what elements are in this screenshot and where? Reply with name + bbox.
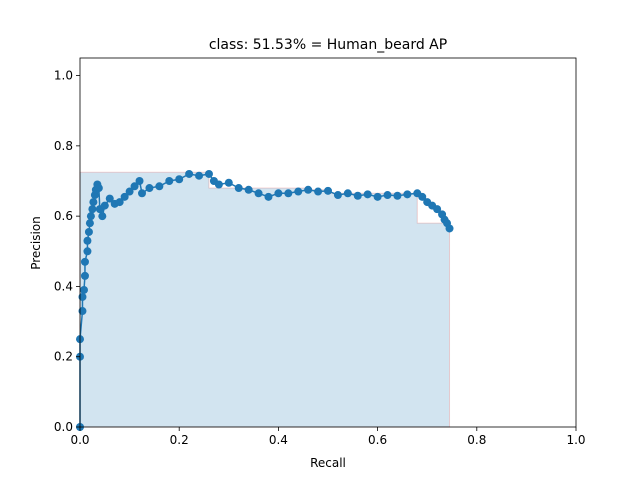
x-tick-label: 0.0 bbox=[70, 433, 89, 447]
x-tick-label: 0.2 bbox=[170, 433, 189, 447]
pr-point bbox=[83, 247, 92, 256]
pr-point bbox=[418, 192, 427, 201]
pr-point bbox=[373, 192, 382, 201]
pr-point bbox=[115, 198, 124, 207]
pr-point bbox=[304, 185, 313, 194]
pr-point bbox=[445, 224, 454, 233]
pr-point bbox=[264, 192, 273, 201]
pr-point bbox=[333, 191, 342, 200]
pr-point bbox=[100, 201, 109, 210]
pr-point bbox=[195, 171, 204, 180]
pr-point bbox=[274, 189, 283, 198]
pr-point bbox=[383, 191, 392, 200]
pr-point bbox=[393, 191, 402, 200]
pr-point bbox=[85, 219, 94, 228]
pr-point bbox=[98, 212, 107, 221]
pr-point bbox=[83, 236, 92, 245]
pr-point bbox=[120, 192, 129, 201]
pr-point bbox=[314, 187, 323, 196]
pr-point bbox=[185, 169, 194, 178]
y-tick-label: 1.0 bbox=[54, 69, 73, 83]
pr-point bbox=[125, 187, 134, 196]
pr-point bbox=[284, 189, 293, 198]
y-tick-label: 0.6 bbox=[54, 209, 73, 223]
y-axis-label: Precision bbox=[29, 216, 43, 270]
pr-point bbox=[294, 187, 303, 196]
pr-point bbox=[86, 212, 95, 221]
pr-point bbox=[89, 198, 98, 207]
pr-point bbox=[80, 257, 89, 266]
pr-point bbox=[254, 189, 263, 198]
pr-point bbox=[224, 178, 233, 187]
pr-point bbox=[105, 194, 114, 203]
x-tick-label: 1.0 bbox=[566, 433, 585, 447]
pr-point bbox=[353, 191, 362, 200]
pr-point bbox=[204, 169, 213, 178]
pr-point bbox=[403, 190, 412, 199]
pr-point bbox=[94, 184, 103, 193]
pr-point bbox=[78, 307, 87, 316]
x-tick-label: 0.4 bbox=[269, 433, 288, 447]
x-tick-label: 0.6 bbox=[368, 433, 387, 447]
pr-point bbox=[155, 182, 164, 191]
y-tick-label: 0.4 bbox=[54, 279, 73, 293]
y-tick-label: 0.8 bbox=[54, 139, 73, 153]
pr-point bbox=[145, 184, 154, 193]
pr-point bbox=[135, 177, 144, 185]
pr-point bbox=[324, 186, 332, 195]
pr-point bbox=[175, 175, 184, 184]
pr-point bbox=[84, 227, 93, 236]
pr-point bbox=[433, 205, 442, 214]
x-axis-label: Recall bbox=[310, 456, 346, 470]
pr-point bbox=[234, 184, 243, 193]
pr-point bbox=[88, 205, 97, 214]
x-tick-label: 0.8 bbox=[467, 433, 486, 447]
pr-point bbox=[363, 190, 372, 199]
pr-point bbox=[130, 182, 139, 191]
y-tick-label: 0.0 bbox=[54, 420, 73, 434]
pr-point bbox=[244, 185, 253, 194]
plot-frame bbox=[79, 57, 577, 428]
pr-point bbox=[138, 189, 146, 198]
pr-point bbox=[80, 271, 89, 280]
pr-point bbox=[78, 292, 87, 301]
pr-point bbox=[343, 189, 352, 198]
pr-point bbox=[214, 180, 223, 189]
pr-point bbox=[165, 177, 174, 185]
ap-area bbox=[79, 171, 451, 428]
y-tick-label: 0.2 bbox=[54, 350, 73, 364]
pr-point bbox=[79, 285, 88, 294]
chart-title: class: 51.53% = Human_beard AP bbox=[209, 37, 447, 53]
